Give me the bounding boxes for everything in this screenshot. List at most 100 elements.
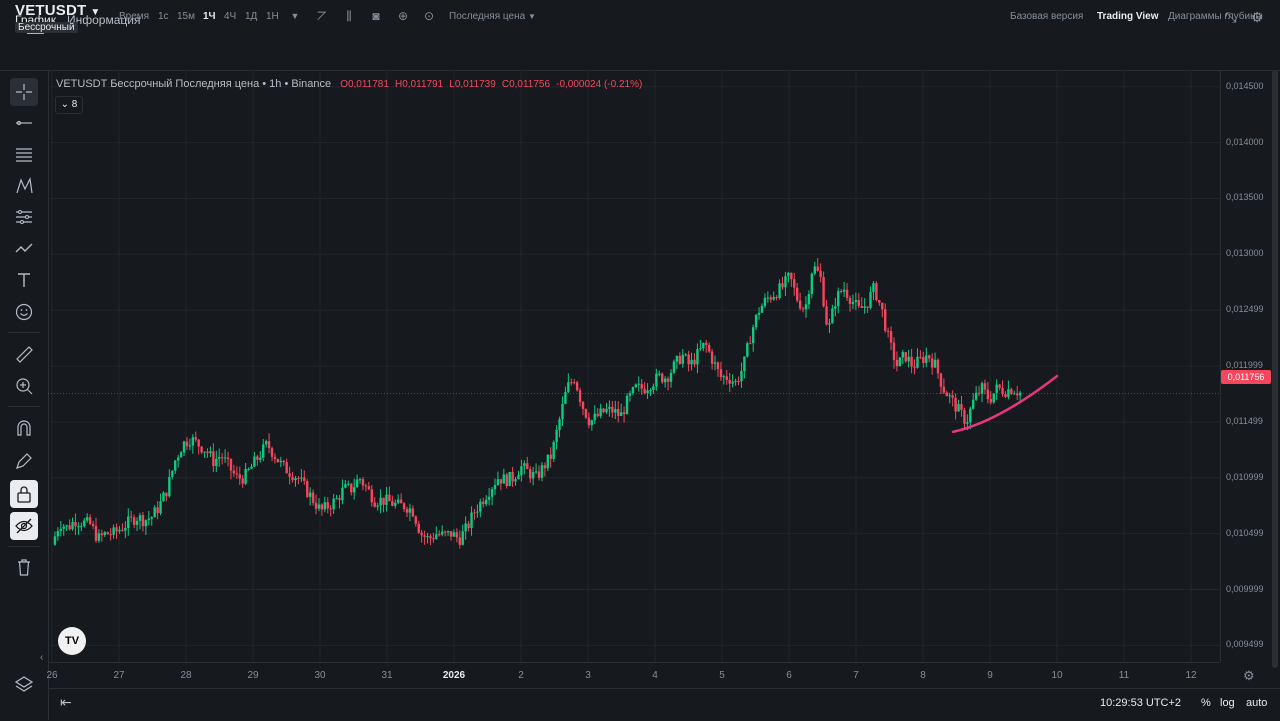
- pencil-icon: [16, 453, 32, 469]
- line-icon: [16, 120, 32, 126]
- candle-body: [288, 473, 291, 477]
- brush-tool[interactable]: [10, 235, 38, 263]
- collapse-sidebar-icon[interactable]: ‹: [40, 652, 44, 663]
- tf-1s[interactable]: 1с: [158, 11, 169, 22]
- delete-drawings-button[interactable]: [10, 553, 38, 581]
- time-tick-label: 8: [920, 670, 926, 681]
- collapse-icon[interactable]: ⤡: [1225, 9, 1237, 25]
- timeframe-more-icon[interactable]: ▼: [290, 11, 300, 21]
- candle-body: [675, 356, 679, 362]
- candle-body: [531, 472, 535, 479]
- fib-tool[interactable]: [10, 141, 38, 169]
- scrollbar[interactable]: [1272, 70, 1278, 668]
- candle-body: [65, 525, 68, 527]
- candle-body: [790, 272, 793, 280]
- candle-body: [464, 523, 467, 532]
- magnet-tool[interactable]: [10, 414, 38, 442]
- candle-body: [185, 441, 189, 447]
- price-tick-label: 0,009999: [1226, 583, 1264, 594]
- candle-body: [91, 523, 95, 526]
- view-tradingview[interactable]: Trading View: [1097, 11, 1159, 22]
- candle-body: [925, 355, 928, 363]
- lock-drawings-toggle[interactable]: [10, 480, 38, 508]
- magnet-icon: [17, 420, 31, 436]
- tf-15m[interactable]: 15м: [177, 11, 195, 22]
- target-icon[interactable]: ⊙: [423, 9, 435, 23]
- view-depth[interactable]: Диаграммы глубины: [1168, 11, 1263, 22]
- candle-body: [795, 287, 799, 301]
- tab-info[interactable]: Информация: [67, 13, 141, 27]
- candle-body: [555, 430, 558, 443]
- candle-body: [62, 526, 65, 529]
- view-basic[interactable]: Базовая версия: [1010, 11, 1084, 22]
- crosshair-tool[interactable]: [10, 78, 38, 106]
- axis-settings-icon[interactable]: ⚙: [1243, 668, 1255, 683]
- current-price-tag: 0,011756: [1221, 370, 1271, 384]
- candle-body: [282, 460, 285, 463]
- indicators-icon[interactable]: ⦢: [317, 9, 327, 23]
- candle-type-icon[interactable]: ⫼: [346, 9, 352, 23]
- legend-high: H0,011791: [395, 79, 444, 90]
- candle-body: [998, 384, 1001, 388]
- candle-body: [452, 532, 456, 537]
- camera-icon[interactable]: ◙: [372, 9, 380, 23]
- text-tool[interactable]: [10, 266, 38, 294]
- candle-body: [869, 292, 872, 308]
- candle-body: [834, 306, 837, 309]
- time-tick-label: 6: [786, 670, 792, 681]
- candle-body: [379, 497, 382, 506]
- candle-body: [933, 359, 937, 368]
- candle-body: [948, 395, 951, 397]
- auto-toggle[interactable]: auto: [1246, 697, 1268, 709]
- tf-1d[interactable]: 1Д: [245, 11, 258, 22]
- tradingview-logo[interactable]: TV: [58, 627, 86, 655]
- object-tree-button[interactable]: [10, 670, 38, 698]
- candle-body: [922, 357, 925, 363]
- candle-body: [106, 532, 109, 535]
- trendline-tool[interactable]: [10, 109, 38, 137]
- candle-body: [109, 534, 112, 536]
- candle-body: [458, 537, 461, 545]
- time-axis[interactable]: [48, 662, 1220, 689]
- hide-drawings-toggle[interactable]: [10, 512, 38, 540]
- candle-body: [435, 534, 438, 539]
- candle-body: [769, 297, 772, 300]
- candle-body: [842, 289, 846, 292]
- projection-tool[interactable]: [10, 203, 38, 231]
- price-chart[interactable]: [48, 70, 1220, 662]
- candle-body: [969, 408, 972, 423]
- date-range-icon[interactable]: ⇤: [60, 694, 72, 710]
- candle-body: [825, 306, 828, 325]
- candle-body: [658, 373, 661, 375]
- candle-body: [405, 509, 409, 513]
- tf-1w[interactable]: 1Н: [266, 11, 279, 22]
- candle-body: [693, 359, 696, 365]
- candle-body: [71, 521, 74, 530]
- tf-1h[interactable]: 1Ч: [203, 11, 216, 22]
- ruler-tool[interactable]: [10, 340, 38, 368]
- zoom-tool[interactable]: [10, 372, 38, 400]
- add-icon[interactable]: ⊕: [397, 9, 409, 23]
- candle-body: [438, 534, 441, 536]
- candle-body: [822, 276, 825, 307]
- candle-body: [317, 504, 321, 509]
- emoji-tool[interactable]: [10, 298, 38, 326]
- settings-icon[interactable]: ⚙: [1250, 9, 1264, 25]
- candle-body: [913, 366, 916, 368]
- candle-body: [584, 409, 588, 418]
- candle-body: [270, 448, 274, 457]
- percent-toggle[interactable]: %: [1201, 697, 1211, 709]
- indicators-toggle[interactable]: ⌄ 8: [55, 96, 83, 114]
- candle-body: [845, 289, 849, 298]
- time-label[interactable]: Время: [119, 11, 150, 22]
- candle-body: [147, 518, 151, 521]
- price-axis[interactable]: [1220, 70, 1271, 662]
- keep-drawing-tool[interactable]: [10, 447, 38, 475]
- price-type-select[interactable]: Последняя цена ▼: [449, 11, 536, 22]
- bottom-bar: [48, 688, 1280, 721]
- time-tick-label: 2: [518, 670, 524, 681]
- tf-4h[interactable]: 4Ч: [224, 11, 237, 22]
- symbol-selector[interactable]: VETUSDT ▼: [15, 2, 101, 19]
- pattern-tool[interactable]: [10, 172, 38, 200]
- log-toggle[interactable]: log: [1220, 697, 1235, 709]
